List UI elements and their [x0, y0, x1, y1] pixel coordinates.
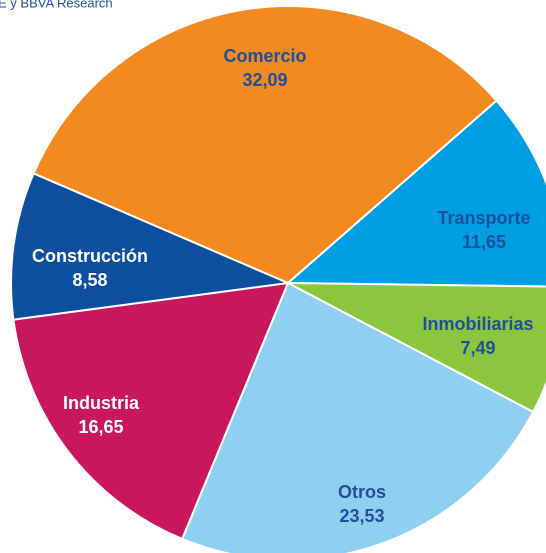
slice-label: Construcción [32, 246, 148, 266]
slice-label: Otros [338, 482, 386, 502]
value-label: 23,53 [339, 506, 384, 526]
source: E y BBVA Research [0, 0, 113, 10]
value-label: 7,49 [460, 338, 495, 358]
value-label: 11,65 [462, 232, 506, 252]
pie-slice [285, 99, 546, 288]
pie-slice [12, 281, 290, 541]
slice-label: Comercio [223, 46, 306, 66]
pie-slice [10, 172, 292, 321]
value-label: 32,09 [242, 70, 287, 90]
value-label: 16,65 [78, 417, 123, 437]
pie-slice [180, 281, 535, 553]
pie-slice [287, 282, 546, 414]
slice-label: Transporte [437, 208, 530, 228]
pie-slice [32, 5, 498, 285]
slice-label: Inmobiliarias [422, 314, 533, 334]
slice-label: Industria [63, 393, 140, 413]
value-label: 8,58 [72, 270, 107, 290]
